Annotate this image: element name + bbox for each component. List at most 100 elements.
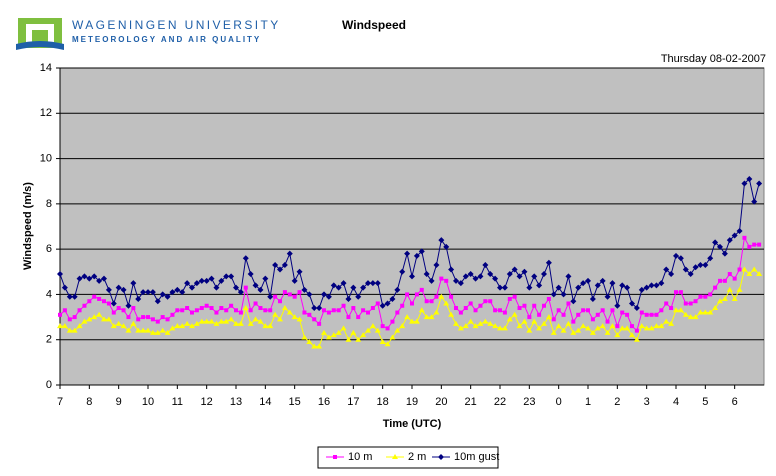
point [604,293,611,300]
point [86,316,93,322]
point [458,310,463,315]
point [208,318,215,324]
point [131,306,136,311]
point [223,318,230,324]
logo [16,18,64,50]
series [57,175,763,312]
point [410,301,414,306]
point [658,323,665,329]
x-tick-label: 12 [201,396,213,408]
point [102,299,106,304]
point [609,323,616,329]
point [233,320,239,326]
point [296,268,303,275]
point [702,261,709,268]
point [292,294,297,299]
point [682,311,689,317]
point [619,325,626,331]
point [106,301,111,306]
point [629,300,635,307]
point [247,271,254,278]
point [330,332,337,338]
plot-area [59,67,765,386]
point [165,317,170,322]
point [721,250,728,257]
point [321,329,327,335]
point [516,273,523,280]
x-tick-label: 4 [673,396,679,408]
point [414,292,419,297]
point [687,314,694,320]
point [301,286,308,293]
point [522,303,527,308]
point [404,250,411,257]
y-tick-label: 6 [46,243,52,255]
point [683,301,688,306]
point [736,228,743,235]
point [311,305,318,312]
point [625,312,630,317]
point [751,266,758,272]
point [585,325,591,331]
point [482,261,489,268]
point [365,280,371,287]
point [590,317,595,322]
point [418,248,425,255]
point [252,282,259,289]
point [443,243,450,250]
point [737,267,742,272]
point [389,334,396,340]
point [692,264,699,271]
point [619,282,626,289]
legend-label: 10m gust [454,451,499,463]
point [257,286,264,293]
x-tick-label: 11 [172,396,183,408]
point [599,277,606,284]
point [483,299,488,304]
point [624,325,631,331]
point [159,327,166,333]
point [125,327,132,333]
point [155,319,160,324]
point [580,323,587,329]
point [742,235,747,240]
point [653,282,660,289]
point [311,343,318,349]
point [204,303,209,308]
point [576,312,581,317]
point [345,295,352,302]
point [193,280,200,287]
point [585,277,591,284]
point [555,323,562,329]
point [541,320,547,326]
point [517,306,522,311]
point [693,299,698,304]
point [507,296,512,301]
point [126,315,131,320]
point [438,293,445,299]
point [91,273,98,280]
point [560,291,567,298]
point [541,271,547,278]
point [355,293,362,300]
point [521,318,528,324]
point [669,306,674,311]
point [145,327,151,333]
point [457,280,464,287]
point [462,273,469,280]
point [561,312,566,317]
point [428,277,435,284]
point [228,273,235,280]
point [120,286,127,293]
point [130,320,137,326]
point [511,311,518,317]
chart-title: Windspeed [342,18,406,32]
point [219,306,224,311]
x-tick-label: 2 [614,396,620,408]
point [424,299,429,304]
point [721,295,728,301]
point [71,327,78,333]
x-tick-label: 8 [86,396,92,408]
point [467,318,474,324]
point [238,310,243,315]
